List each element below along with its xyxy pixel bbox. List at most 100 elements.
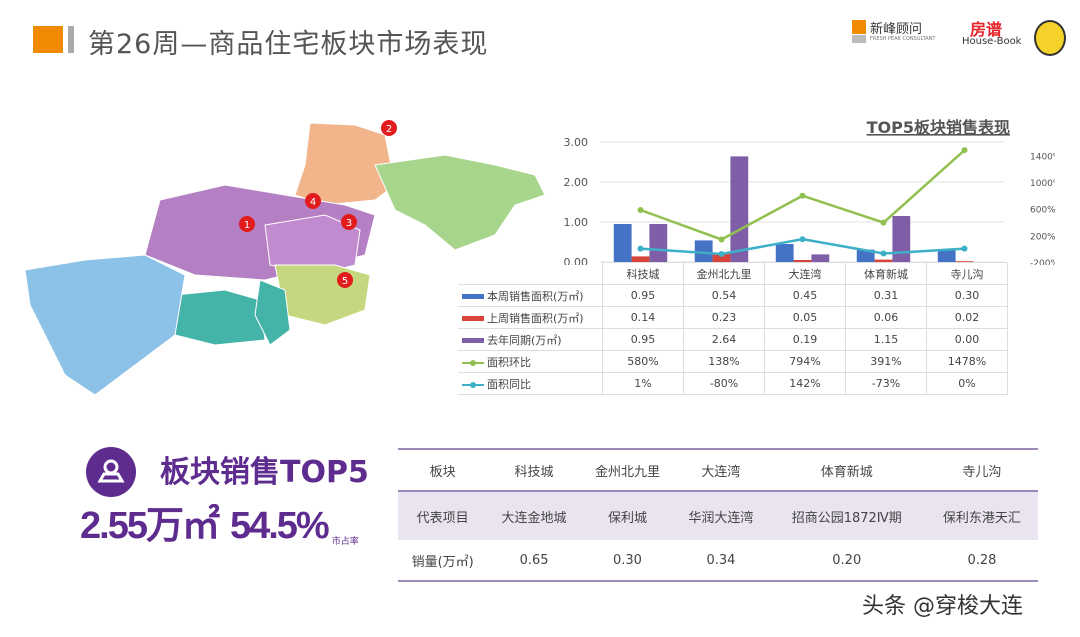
bar-2-1 bbox=[730, 156, 749, 262]
summary-figures: 2.55万㎡ 54.5% 市占率 bbox=[80, 503, 359, 549]
bar-0-1 bbox=[694, 240, 713, 262]
data-label: 0.19 bbox=[764, 328, 846, 351]
table-cell: 科技城 bbox=[514, 464, 554, 480]
fresh-peak-logo-subtext: FRESH PEAK CONSULTANT bbox=[870, 36, 936, 42]
bar-0-2 bbox=[775, 244, 794, 262]
district-map: 1 2 3 4 5 bbox=[25, 120, 545, 396]
map-marker-1[interactable]: 1 bbox=[244, 220, 250, 231]
table-cell: 0.20 bbox=[832, 552, 862, 568]
legend-label: 去年同期(万㎡) bbox=[487, 333, 562, 347]
legend-label: 上周销售面积(万㎡) bbox=[487, 311, 584, 325]
data-label: 0.95 bbox=[602, 328, 684, 351]
data-label: 0% bbox=[926, 372, 1008, 395]
top5-chart: TOP5板块销售表现 0.00 1.00 2.00 3.00 -200% 200% 600%… bbox=[564, 118, 1056, 265]
map-marker-4[interactable]: 4 bbox=[310, 197, 316, 208]
table-cell: 华润大连湾 bbox=[674, 490, 768, 540]
bar-1-0 bbox=[631, 256, 650, 262]
legend-swatch bbox=[462, 338, 484, 343]
fresh-peak-logo-text: 新峰顾问 bbox=[870, 22, 923, 37]
bar-0-0 bbox=[613, 224, 632, 262]
page-title: 第26周—商品住宅板块市场表现 bbox=[88, 29, 489, 60]
legend-line-swatch bbox=[462, 359, 484, 366]
category-label: 金州北九里 bbox=[683, 262, 765, 285]
table-row: 上周销售面积(万㎡) 0.14 0.23 0.05 0.06 0.02 bbox=[458, 306, 1008, 329]
bar-1-2 bbox=[793, 260, 812, 262]
y-tick-label: 3.00 bbox=[564, 136, 589, 149]
summary-title: 板块销售TOP5 bbox=[160, 455, 369, 490]
data-label: 0.54 bbox=[683, 284, 765, 307]
table-row: 科技城 金州北九里 大连湾 体育新城 寺儿沟 bbox=[458, 262, 1008, 285]
data-label: 138% bbox=[683, 350, 765, 373]
data-label: -73% bbox=[845, 372, 927, 395]
category-label: 寺儿沟 bbox=[926, 262, 1008, 285]
data-label: 0.06 bbox=[845, 306, 927, 329]
line-point-0-0 bbox=[637, 207, 644, 213]
data-label: 142% bbox=[764, 372, 846, 395]
location-badge bbox=[86, 447, 136, 497]
bar-2-2 bbox=[811, 254, 830, 262]
table-cell: 0.65 bbox=[519, 552, 549, 568]
table-cell: 保利城 bbox=[580, 490, 675, 540]
data-label: 0.30 bbox=[926, 284, 1008, 307]
data-label: 0.23 bbox=[683, 306, 765, 329]
table-cell: 寺儿沟 bbox=[962, 464, 1002, 480]
y2-tick-label: 1400% bbox=[1030, 152, 1055, 162]
table-cell: 体育新城 bbox=[820, 464, 873, 480]
y2-tick-label: 200% bbox=[1030, 232, 1055, 242]
map-marker-3[interactable]: 3 bbox=[346, 218, 352, 229]
fresh-peak-logo: 新峰顾问 FRESH PEAK CONSULTANT bbox=[852, 18, 944, 56]
sales-table: 板块 科技城 金州北九里 大连湾 体育新城 寺儿沟 代表项目 大连金地城 保利城 华润大连湾 招商… bbox=[398, 448, 1038, 582]
legend-line-swatch bbox=[462, 381, 484, 388]
line-point-1-0 bbox=[637, 245, 644, 252]
map-marker-2[interactable]: 2 bbox=[386, 124, 392, 135]
line-point-1-3 bbox=[880, 250, 887, 257]
table-row: 销量(万㎡) 0.65 0.30 0.34 0.20 0.28 bbox=[398, 540, 1038, 581]
table-row: 面积环比 580% 138% 794% 391% 1478% bbox=[458, 350, 1008, 373]
category-label: 体育新城 bbox=[845, 262, 927, 285]
data-label: 580% bbox=[602, 350, 684, 373]
line-point-1-4 bbox=[961, 245, 968, 252]
map-pin-icon bbox=[97, 459, 125, 483]
data-label: 0.45 bbox=[764, 284, 846, 307]
table-row: 代表项目 大连金地城 保利城 华润大连湾 招商公园1872Ⅳ期 保利东港天汇 bbox=[398, 490, 1038, 540]
table-row: 面积同比 1% -80% 142% -73% 0% bbox=[458, 372, 1008, 395]
legend-label: 面积环比 bbox=[487, 355, 531, 369]
line-point-0-4 bbox=[961, 147, 968, 154]
bar-0-3 bbox=[856, 249, 875, 262]
table-cell: 代表项目 bbox=[398, 490, 488, 540]
line-point-0-1 bbox=[718, 236, 725, 243]
bar-1-3 bbox=[874, 259, 893, 262]
table-cell: 销量(万㎡) bbox=[411, 554, 474, 570]
line-point-1-2 bbox=[799, 236, 806, 243]
bar-2-3 bbox=[892, 216, 911, 262]
y2-tick-label: -200% bbox=[1030, 259, 1055, 265]
table-cell: 大连湾 bbox=[701, 464, 741, 480]
data-label: 1.15 bbox=[845, 328, 927, 351]
legend-label: 面积同比 bbox=[487, 377, 531, 391]
data-label: 0.95 bbox=[602, 284, 684, 307]
data-label: -80% bbox=[683, 372, 765, 395]
summary-share: 54.5% bbox=[229, 505, 330, 547]
category-label: 大连湾 bbox=[764, 262, 846, 285]
table-cell: 大连金地城 bbox=[487, 490, 581, 540]
data-label: 0.00 bbox=[926, 328, 1008, 351]
data-label: 794% bbox=[764, 350, 846, 373]
table-cell: 保利东港天汇 bbox=[925, 490, 1038, 540]
bar-0-4 bbox=[937, 250, 956, 262]
title-accent-orange bbox=[33, 26, 63, 53]
line-point-0-3 bbox=[880, 219, 887, 226]
house-book-logo-text: 房谱 bbox=[970, 20, 1003, 39]
table-cell: 金州北九里 bbox=[594, 464, 660, 480]
y-tick-label: 2.00 bbox=[564, 176, 589, 189]
chart-title: TOP5板块销售表现 bbox=[867, 118, 1010, 137]
bar-1-1 bbox=[712, 252, 731, 262]
bar-1-4 bbox=[955, 261, 974, 262]
table-row: 板块 科技城 金州北九里 大连湾 体育新城 寺儿沟 bbox=[398, 449, 1038, 491]
map-marker-5[interactable]: 5 bbox=[342, 276, 348, 287]
y2-tick-label: 1000% bbox=[1030, 179, 1055, 189]
legend-swatch bbox=[462, 316, 484, 321]
data-label: 1478% bbox=[926, 350, 1008, 373]
footer-watermark: 头条 @穿梭大连 bbox=[862, 594, 1023, 619]
bar-2-0 bbox=[649, 224, 668, 262]
table-cell: 0.30 bbox=[613, 552, 642, 568]
